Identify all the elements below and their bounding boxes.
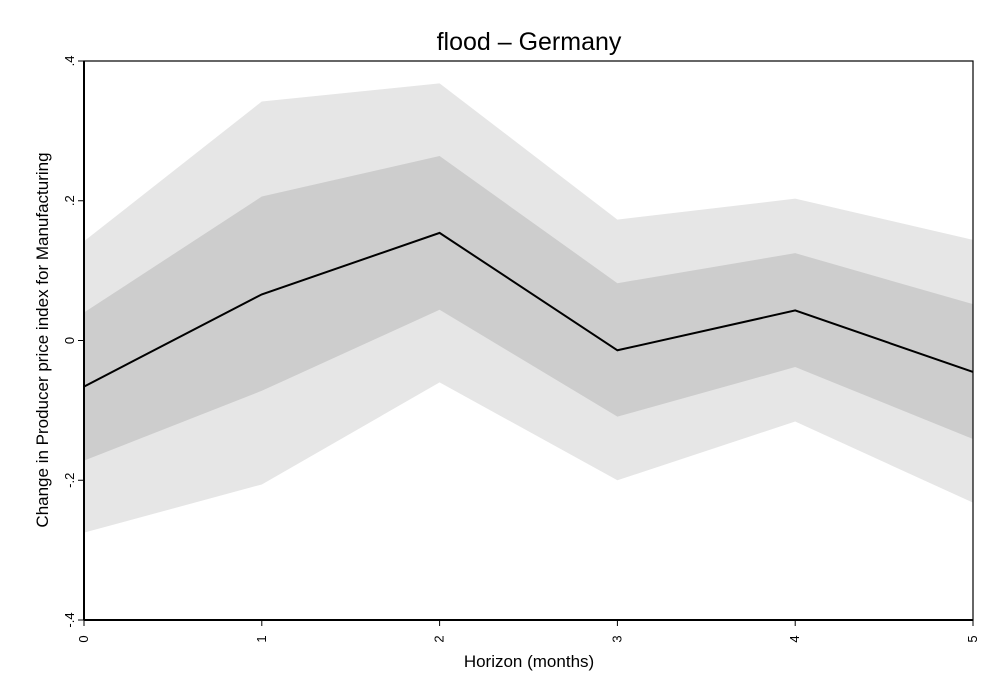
x-tick-label: 0 — [76, 635, 91, 642]
x-tick-label: 5 — [965, 635, 980, 642]
y-tick-label: -.4 — [62, 612, 77, 627]
y-tick-label: .2 — [62, 195, 77, 206]
x-tick-label: 4 — [787, 635, 802, 642]
y-axis-label: Change in Producer price index for Manuf… — [33, 152, 52, 527]
y-tick-label: 0 — [62, 337, 77, 344]
inner-confidence-band — [84, 156, 973, 461]
x-axis-label: Horizon (months) — [464, 652, 594, 671]
estimate-line — [83, 231, 974, 388]
chart-title: flood – Germany — [437, 28, 622, 56]
y-tick-label: -.2 — [62, 473, 77, 488]
plot-area: -.4 -.2 0 .2 .4 0 1 2 3 4 5 — [62, 56, 980, 643]
x-tick-label: 1 — [254, 635, 269, 642]
x-tick-label: 2 — [432, 635, 447, 642]
x-tick-label: 3 — [609, 635, 624, 642]
y-tick-label: .4 — [62, 56, 77, 67]
